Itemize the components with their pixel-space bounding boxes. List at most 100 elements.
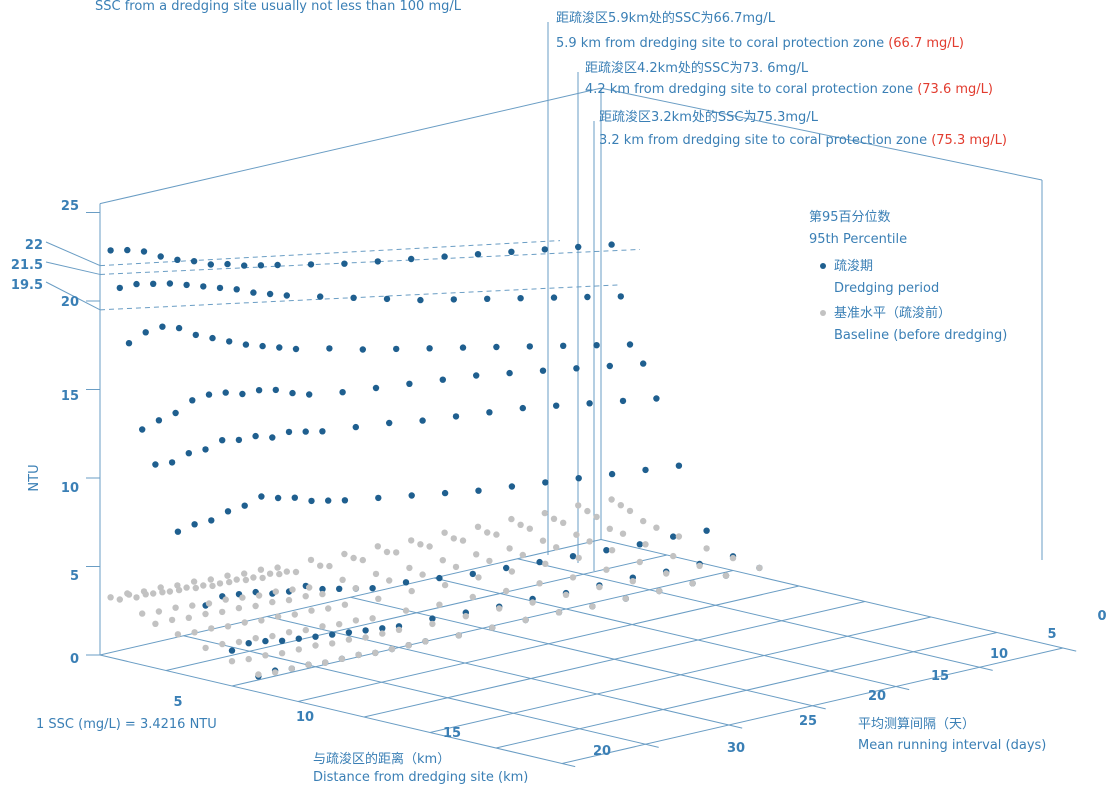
dredging-point <box>259 342 266 350</box>
baseline-point <box>262 652 269 659</box>
dredging-point <box>257 262 265 269</box>
dredging-point <box>374 258 381 265</box>
baseline-point <box>269 632 276 640</box>
baseline-point <box>185 614 192 621</box>
dredging-point <box>226 338 233 345</box>
x-tick: 20 <box>593 744 611 759</box>
annotation-value: (73.6 mg/L) <box>917 82 993 97</box>
annotation-en: 4.2 km from dredging site to coral prote… <box>585 82 993 97</box>
dredging-point <box>350 294 357 301</box>
baseline-point <box>452 563 460 571</box>
dredging-point <box>252 432 259 440</box>
floor-grid-line <box>495 632 998 749</box>
floor-grid-line <box>561 647 1064 764</box>
floor-grid-line <box>429 616 932 733</box>
annotation-cn: 距疏浚区5.9km处的SSC为66.7mg/L <box>556 10 776 26</box>
dredging-point <box>241 262 248 269</box>
baseline-point <box>663 570 670 577</box>
annotation-3: 距疏浚区3.2km处的SSC为75.3mg/L 3.2 km from dred… <box>599 109 1007 148</box>
baseline-point <box>484 529 491 536</box>
legend-item-en: Baseline (before dredging) <box>834 328 1007 343</box>
baseline-point <box>696 562 703 569</box>
baseline-point <box>379 630 386 637</box>
baseline-point <box>291 611 298 618</box>
back-top-edge <box>600 87 1043 181</box>
baseline-point <box>133 594 140 601</box>
dredging-point <box>575 243 582 251</box>
baseline-point <box>508 515 515 523</box>
dredging-point <box>484 295 491 302</box>
baseline-point <box>372 649 379 657</box>
z-tick: 5 <box>70 569 79 584</box>
baseline-point <box>125 591 133 598</box>
z-tick: 10 <box>61 481 79 496</box>
baseline-point <box>589 603 596 610</box>
y-tick: 0 <box>1097 609 1106 624</box>
z-extra-tick: 22 <box>25 238 43 253</box>
z-tick: 15 <box>61 389 79 404</box>
dredging-point <box>224 260 231 268</box>
baseline-point <box>312 642 319 649</box>
dredging-point <box>319 428 326 435</box>
baseline-point <box>422 638 429 645</box>
x-tick-back: 25 <box>799 714 817 729</box>
baseline-point <box>617 502 624 509</box>
dredging-point <box>441 253 448 260</box>
baseline-point <box>152 620 159 627</box>
dredging-point <box>526 343 533 350</box>
dredging-point <box>133 280 140 288</box>
dredging-point <box>508 248 515 255</box>
baseline-point <box>155 608 163 615</box>
dredging-point <box>155 417 163 424</box>
annotation-cn: 距疏浚区4.2km处的SSC为73. 6mg/L <box>585 60 809 76</box>
dredging-point <box>125 340 133 347</box>
baseline-point <box>608 547 616 554</box>
legend-marker-dredging <box>820 263 826 269</box>
annotation-en-text: 5.9 km from dredging site to coral prote… <box>556 36 884 51</box>
baseline-point <box>362 634 369 641</box>
dredging-point <box>408 492 415 499</box>
baseline-point <box>172 604 179 611</box>
baseline-point <box>689 580 696 587</box>
dredging-point <box>168 459 176 466</box>
baseline-point <box>150 590 157 597</box>
floor-grid-line <box>297 585 800 702</box>
baseline-point <box>593 513 600 521</box>
z-extra-tick: 19.5 <box>11 278 43 293</box>
dredging-point <box>207 261 214 268</box>
reference-line <box>99 248 641 275</box>
baseline-point <box>308 607 315 614</box>
dredging-point <box>508 483 516 490</box>
dredging-point <box>336 585 343 592</box>
baseline-point <box>207 576 214 583</box>
baseline-point <box>341 601 349 608</box>
dredging-point <box>326 345 333 352</box>
dredging-point <box>586 400 593 407</box>
baseline-point <box>486 557 493 565</box>
dredging-point <box>140 248 148 255</box>
baseline-point <box>584 507 591 515</box>
floor-grid-line <box>99 539 602 656</box>
baseline-point <box>441 581 449 589</box>
x-axis: 5 10 15 20 25 30 与疏浚区的距离（km） Distance fr… <box>173 695 817 785</box>
baseline-point <box>517 521 524 528</box>
dredging-point <box>185 450 192 457</box>
dredging-point <box>157 253 164 260</box>
y-axis-label-cn: 平均测算间隔（天） <box>858 717 975 732</box>
reference-line <box>99 240 561 267</box>
dredging-point <box>359 346 366 353</box>
baseline-point <box>235 638 243 646</box>
annotation-en-text: 4.2 km from dredging site to coral prote… <box>585 82 913 97</box>
baseline-point <box>426 543 433 550</box>
baseline-point <box>372 570 380 578</box>
dredging-point <box>617 293 624 300</box>
baseline-point <box>338 655 346 662</box>
baseline-point <box>168 616 176 624</box>
baseline-point <box>319 623 326 630</box>
dredging-point <box>242 341 250 348</box>
dredging-point <box>636 541 643 548</box>
top-note: SSC from a dredging site usually not les… <box>95 0 462 14</box>
baseline-point <box>202 644 209 652</box>
dredging-point <box>339 389 346 396</box>
